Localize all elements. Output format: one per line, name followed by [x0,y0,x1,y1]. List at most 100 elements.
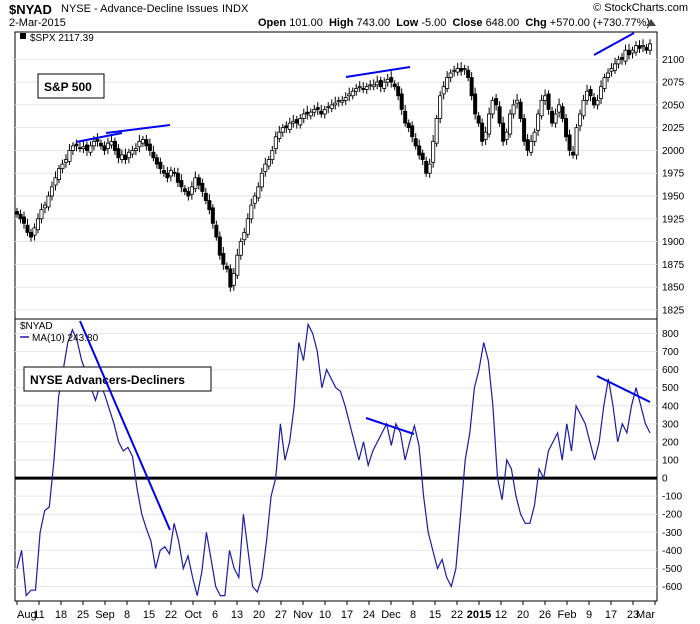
candle-body [308,111,313,117]
candle-body [319,110,324,115]
price-tick-label: 1925 [662,214,685,225]
candle-body [217,236,222,256]
candle-body [641,45,646,48]
candle-body [294,119,299,124]
candle-body [224,265,229,270]
x-tick-label: 20 [253,609,265,621]
candle-body [354,88,359,92]
candle-body [546,93,551,110]
candle-body [630,49,635,54]
chart-header: $NYAD NYSE - Advance-Decline Issues INDX… [0,0,700,32]
open-value: 101.00 [289,17,323,29]
candle-body [483,131,488,140]
price-tick-label: 2050 [662,100,685,111]
collapse-arrow-icon[interactable] [646,19,656,26]
breadth-trendline-3 [596,375,651,403]
candle-body [609,68,614,72]
breadth-trendlines [79,320,651,531]
candle-body [413,138,418,147]
price-tick-label: 1900 [662,237,685,248]
candle-body [340,99,345,103]
candle-body [77,147,82,150]
candle-body [263,163,268,172]
price-trendline-4 [593,32,635,56]
symbol-title: $NYAD [9,2,52,17]
candle-body [144,139,149,147]
breadth-series-label: $NYAD [20,321,53,332]
x-tick-label: Feb [558,609,577,621]
candle-body [214,224,219,238]
x-tick-label: 20 [517,609,529,621]
low-label: Low [396,17,419,29]
breadth-tick-label: -100 [662,492,682,503]
candle-body [291,120,296,124]
candle-body [399,93,404,110]
x-tick-label: 9 [586,609,592,621]
candle-body [312,109,317,113]
candle-body [168,170,173,177]
breadth-tick-label: -600 [662,582,682,593]
candle-body [102,145,107,151]
candle-body [126,151,131,159]
candle-body [63,159,68,163]
candle-body [130,150,135,155]
candle-body [385,78,390,83]
candle-body [557,104,562,113]
sp500-annotation-box: S&P 500 [37,73,105,99]
candle-body [434,118,439,144]
breadth-panel: -600 -500 -400 -300 -200 -100 0 100 200 300 400 500… [14,318,682,602]
candle-body [42,204,47,209]
breadth-tick-label: 100 [662,456,679,467]
candle-body [459,68,464,72]
candle-body [326,106,331,109]
candle-body [445,77,450,89]
price-panel: 1825 1850 1875 1900 1925 1950 1975 2000 2025 2050… [14,31,685,320]
credit-text: © StockCharts.com [593,2,688,14]
candle-body [182,188,187,192]
candle-body [228,268,233,288]
candle-body [133,148,138,151]
candle-body [518,101,523,119]
x-tick-label: 25 [77,609,89,621]
candle-body [522,118,527,142]
nyse-annotation-label: NYSE Advancers-Decliners [30,373,185,387]
low-value: -5.00 [421,17,447,29]
candle-body [207,200,212,211]
x-tick-label: 11 [33,609,44,621]
candle-body [88,145,93,153]
candle-body [511,104,516,115]
sp500-annotation-label: S&P 500 [44,80,92,94]
candle-body [53,177,58,186]
candle-body [525,139,530,151]
open-label: Open [258,17,287,29]
candle-body [644,47,649,51]
breadth-tick-label: 700 [662,347,679,358]
price-legend: $SPX 2117.39 [20,33,94,44]
candle-body [14,211,19,215]
candle-body [431,140,436,163]
candle-body [536,113,541,131]
candle-body [56,168,61,181]
candle-body [560,106,565,119]
chg-label: Chg [525,17,547,29]
candle-body [196,177,201,186]
candle-body [18,213,23,220]
candle-body [476,115,481,124]
sp500-annotation-frame [37,73,105,99]
candle-body [109,140,114,146]
candle-body [301,113,306,119]
candle-body [592,97,597,106]
x-tick-label: 8 [410,609,416,621]
candle-body [91,140,96,147]
candle-body [95,139,100,142]
candle-body [392,83,397,88]
candle-body [378,79,383,88]
x-tick-label: 17 [341,609,353,621]
breadth-tick-label: -300 [662,528,682,539]
price-series-label: $SPX 2117.39 [30,33,94,44]
candle-body [119,154,124,160]
candle-body [245,218,250,235]
price-candles [14,39,653,292]
candle-body [189,186,194,195]
breadth-tick-label: -500 [662,564,682,575]
